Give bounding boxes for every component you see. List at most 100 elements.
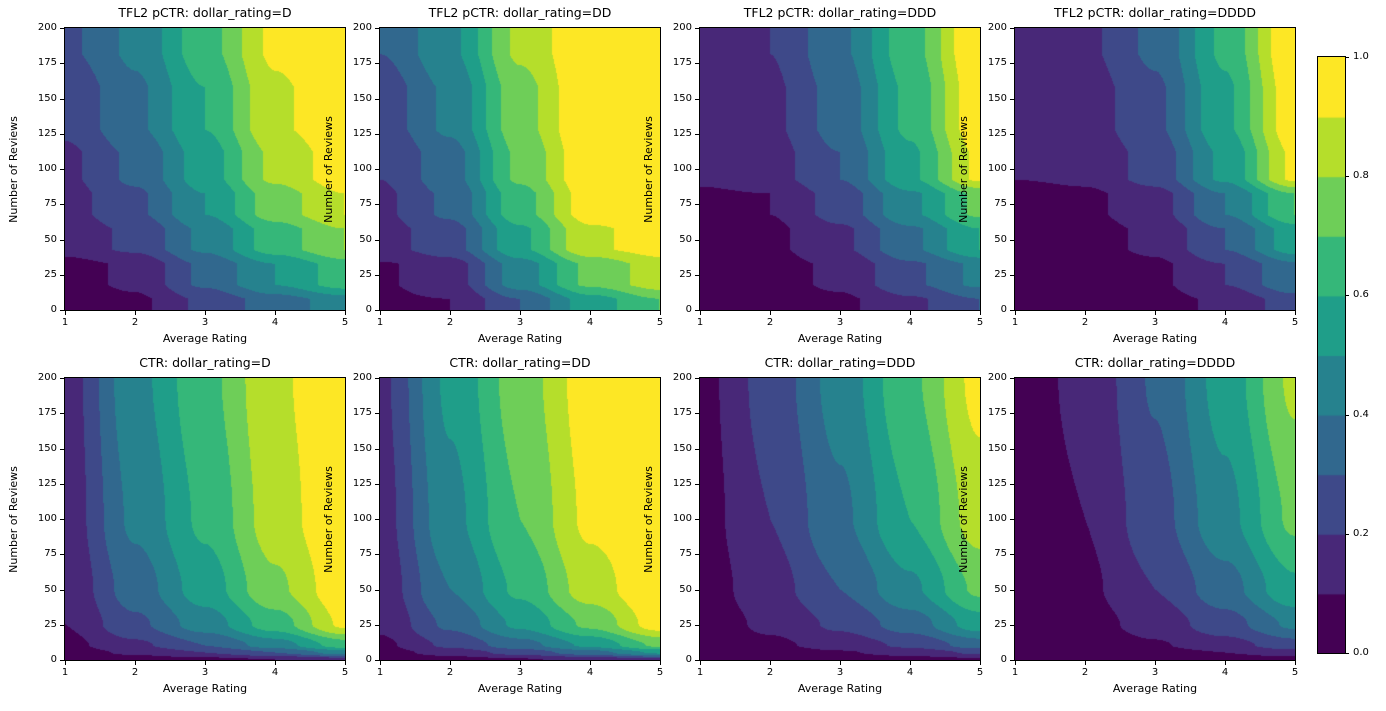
y-tick-mark <box>375 378 379 379</box>
y-tick-mark <box>1010 239 1014 241</box>
y-tick-label: 200 <box>352 22 372 33</box>
y-tick-mark <box>695 413 699 415</box>
x-axis-label: Average Rating <box>1112 682 1198 695</box>
colorbar-tick-mark <box>1345 176 1349 178</box>
y-tick-label: 100 <box>987 513 1007 524</box>
y-tick-mark <box>1010 310 1014 311</box>
y-tick-mark <box>695 483 699 485</box>
subplot-title: CTR: dollar_rating=DD <box>449 355 591 370</box>
contour-plot-canvas <box>64 27 346 311</box>
x-tick-label: 5 <box>1291 317 1299 328</box>
x-tick-mark <box>450 311 451 315</box>
y-tick-mark <box>695 554 699 556</box>
y-tick-label: 125 <box>987 477 1007 489</box>
y-tick-label: 75 <box>679 548 692 560</box>
y-tick-mark <box>695 660 699 661</box>
y-tick-label: 75 <box>359 548 372 560</box>
subplot-title: TFL2 pCTR: dollar_rating=D <box>118 5 292 20</box>
y-tick-label: 125 <box>352 127 372 139</box>
x-tick-mark <box>980 661 981 665</box>
x-tick-label: 2 <box>1081 667 1089 678</box>
y-tick-mark <box>60 274 64 276</box>
y-tick-mark <box>695 169 699 170</box>
y-tick-label: 0 <box>365 654 372 665</box>
y-tick-mark <box>375 589 379 591</box>
x-tick-label: 2 <box>131 667 139 678</box>
y-tick-label: 100 <box>672 513 692 524</box>
y-tick-mark <box>375 660 379 661</box>
x-tick-label: 4 <box>1221 667 1229 678</box>
x-tick-label: 4 <box>586 667 594 678</box>
y-tick-mark <box>695 239 699 241</box>
y-tick-label: 100 <box>37 513 57 524</box>
contour-plot-canvas <box>64 377 346 661</box>
colorbar-tick-label: 0.8 <box>1353 170 1369 182</box>
y-tick-label: 0 <box>1000 304 1007 315</box>
y-tick-mark <box>375 274 379 276</box>
y-tick-mark <box>1010 483 1014 485</box>
y-tick-label: 75 <box>44 198 57 210</box>
x-tick-label: 2 <box>446 317 454 328</box>
y-tick-mark <box>375 413 379 415</box>
y-tick-mark <box>695 519 699 520</box>
x-tick-mark <box>1155 311 1156 315</box>
y-tick-mark <box>60 98 64 100</box>
x-axis-label: Average Rating <box>477 332 563 345</box>
x-tick-mark <box>65 311 66 315</box>
y-tick-label: 150 <box>37 92 57 104</box>
y-axis-label: Number of Reviews <box>5 378 21 660</box>
x-tick-label: 1 <box>696 667 704 678</box>
y-tick-label: 0 <box>685 654 692 665</box>
y-tick-label: 75 <box>359 198 372 210</box>
y-tick-label: 200 <box>987 22 1007 33</box>
x-tick-mark <box>1295 311 1296 315</box>
y-tick-mark <box>695 204 699 206</box>
contour-plot-canvas <box>379 377 661 661</box>
y-tick-label: 75 <box>44 548 57 560</box>
y-tick-label: 175 <box>37 407 57 419</box>
x-tick-label: 1 <box>376 317 384 328</box>
y-axis-label: Number of Reviews <box>320 28 336 310</box>
x-tick-label: 2 <box>1081 317 1089 328</box>
x-tick-label: 2 <box>766 667 774 678</box>
x-tick-mark <box>980 311 981 315</box>
y-tick-label: 75 <box>994 198 1007 210</box>
contour-plot-canvas <box>1014 377 1296 661</box>
y-tick-mark <box>1010 554 1014 556</box>
x-tick-label: 1 <box>376 667 384 678</box>
y-tick-label: 125 <box>672 127 692 139</box>
x-tick-label: 1 <box>1011 317 1019 328</box>
y-tick-mark <box>375 554 379 556</box>
y-tick-mark <box>375 133 379 135</box>
x-tick-mark <box>910 311 911 315</box>
colorbar-tick-label: 0.6 <box>1353 289 1369 301</box>
y-tick-mark <box>1010 204 1014 206</box>
y-tick-label: 150 <box>987 442 1007 454</box>
y-tick-label: 200 <box>352 372 372 383</box>
y-axis-label-text: Number of Reviews <box>641 465 655 573</box>
y-tick-mark <box>695 624 699 626</box>
y-tick-mark <box>375 483 379 485</box>
x-tick-mark <box>450 661 451 665</box>
y-tick-label: 125 <box>987 127 1007 139</box>
y-tick-label: 200 <box>672 22 692 33</box>
x-tick-label: 1 <box>61 667 69 678</box>
x-tick-label: 5 <box>976 667 984 678</box>
y-tick-label: 50 <box>359 583 372 595</box>
x-tick-mark <box>1225 661 1226 665</box>
x-tick-label: 3 <box>201 317 209 328</box>
x-axis-label: Average Rating <box>477 682 563 695</box>
y-tick-mark <box>375 63 379 65</box>
y-tick-label: 100 <box>352 513 372 524</box>
x-tick-label: 1 <box>696 317 704 328</box>
y-tick-mark <box>60 624 64 626</box>
y-tick-mark <box>60 378 64 379</box>
y-axis-label: Number of Reviews <box>640 378 656 660</box>
y-tick-label: 50 <box>359 233 372 245</box>
y-tick-label: 100 <box>352 163 372 174</box>
contour-plot-canvas <box>699 377 981 661</box>
x-tick-mark <box>205 311 206 315</box>
contour-plot-canvas <box>379 27 661 311</box>
y-tick-label: 50 <box>44 233 57 245</box>
